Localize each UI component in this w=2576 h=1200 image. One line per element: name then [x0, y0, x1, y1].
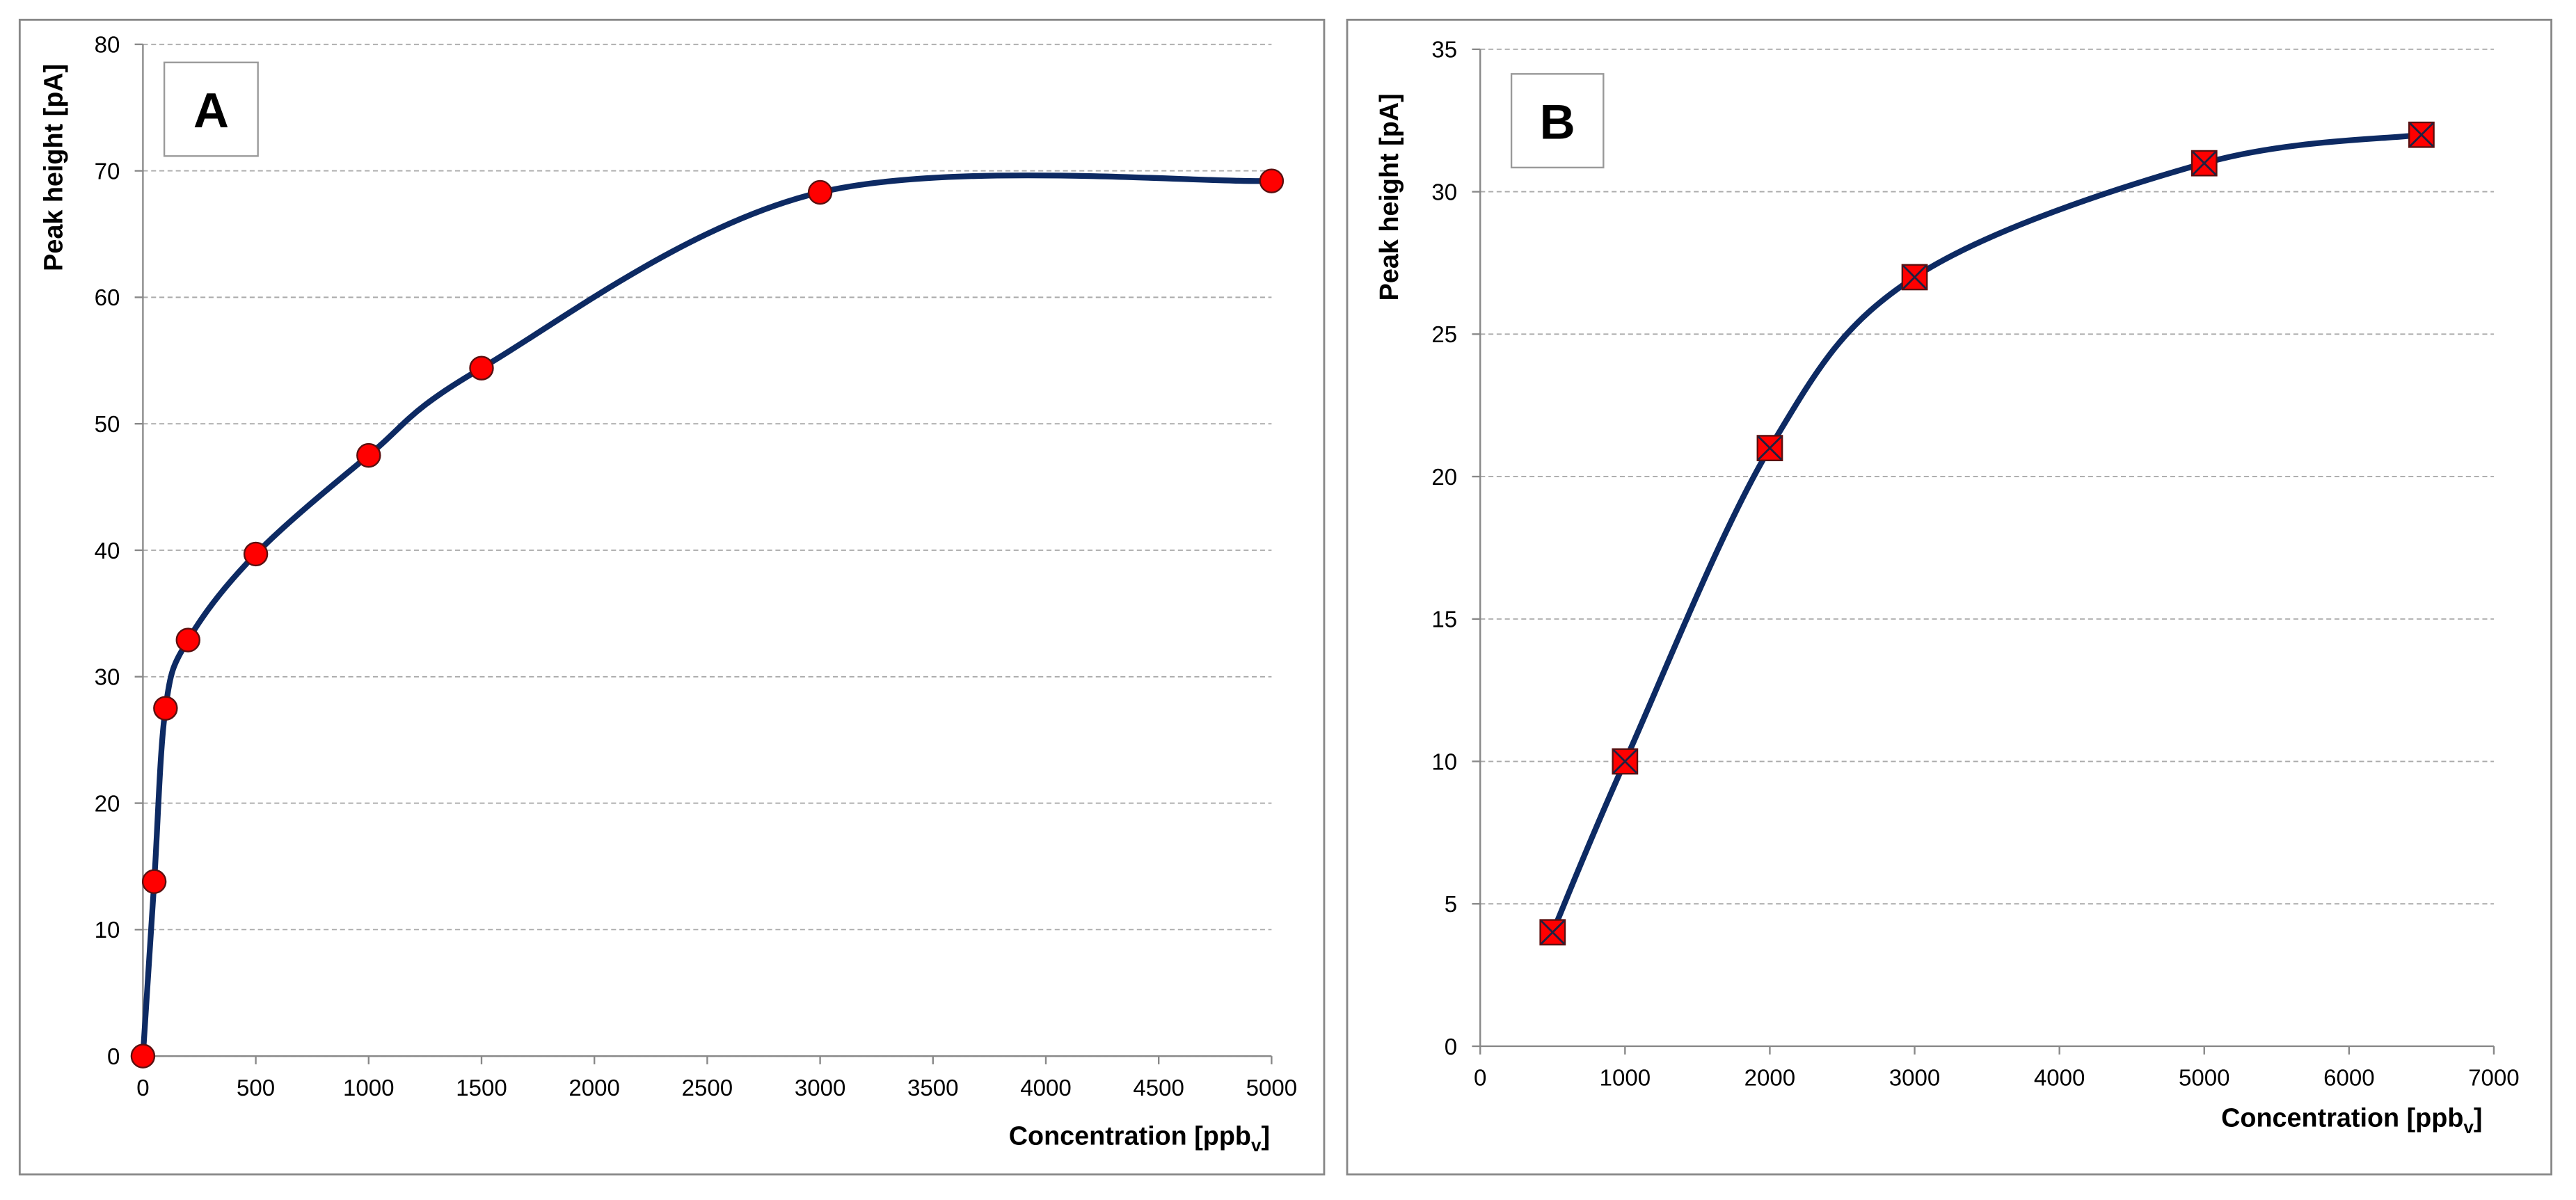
x-tick-label: 0	[136, 1075, 149, 1101]
panel-label-box	[1510, 73, 1605, 169]
data-point	[2191, 150, 2218, 177]
x-axis-label: Concentration [ppbv]	[2221, 1104, 2482, 1137]
data-point-cross	[1757, 435, 1782, 461]
panel-label-box	[163, 61, 259, 157]
data-point-cross	[1540, 920, 1565, 945]
x-axis-label-part: v	[1251, 1135, 1262, 1155]
data-point-cross	[1612, 749, 1637, 774]
x-tick-label: 3000	[1889, 1066, 1941, 1091]
x-tick-label: 4000	[2034, 1066, 2085, 1091]
data-line	[1550, 131, 2422, 934]
x-tick-label: 3000	[795, 1075, 846, 1101]
y-tick-label: 35	[1431, 38, 1457, 63]
y-tick-label: 80	[95, 33, 120, 58]
y-tick-label: 30	[1431, 179, 1457, 205]
data-point	[153, 696, 178, 721]
panel-frame	[1346, 18, 2553, 1176]
data-point-cross	[1902, 264, 1927, 289]
x-tick-label: 4500	[1133, 1075, 1184, 1101]
y-tick-label: 70	[95, 159, 120, 184]
x-axis-label-part: ]	[1261, 1122, 1270, 1151]
data-point-cross	[2192, 151, 2217, 176]
panel-label: B	[1540, 95, 1575, 150]
data-point	[469, 355, 494, 381]
x-tick-label: 3500	[907, 1075, 959, 1101]
x-axis-label: Concentration [ppbv]	[1009, 1122, 1270, 1155]
data-point	[141, 869, 167, 894]
data-point	[1259, 168, 1285, 193]
x-tick-label: 6000	[2323, 1066, 2375, 1091]
data-point	[356, 442, 381, 468]
panel-label: A	[193, 83, 229, 138]
y-tick-label: 10	[1431, 749, 1457, 775]
x-tick-label: 4000	[1020, 1075, 1072, 1101]
y-tick-label: 60	[95, 285, 120, 311]
y-tick-label: 20	[1431, 465, 1457, 490]
x-tick-label: 0	[1474, 1066, 1486, 1091]
y-tick-label: 25	[1431, 322, 1457, 348]
x-tick-label: 1000	[1600, 1066, 1651, 1091]
x-axis-label-part: Concentration [ppb	[2221, 1104, 2463, 1133]
x-tick-label: 2000	[1744, 1066, 1796, 1091]
panel-frame	[18, 18, 1326, 1176]
x-tick-label: 2500	[682, 1075, 733, 1101]
data-point	[175, 627, 200, 653]
y-tick-label: 50	[95, 412, 120, 438]
data-point	[1901, 264, 1928, 291]
data-point	[1539, 919, 1566, 946]
data-point	[1612, 748, 1639, 775]
data-point	[243, 541, 269, 567]
x-tick-label: 7000	[2468, 1066, 2520, 1091]
x-tick-label: 2000	[569, 1075, 620, 1101]
y-axis-label: Peak height [pA]	[40, 64, 69, 271]
data-point	[2408, 121, 2435, 148]
y-tick-label: 20	[95, 791, 120, 817]
y-axis-label: Peak height [pA]	[1375, 93, 1404, 301]
x-tick-label: 1500	[456, 1075, 507, 1101]
data-point	[807, 179, 833, 205]
y-tick-label: 30	[95, 665, 120, 691]
data-point	[1756, 435, 1783, 461]
y-tick-label: 40	[95, 538, 120, 564]
x-tick-label: 5000	[2179, 1066, 2230, 1091]
x-tick-label: 5000	[1246, 1075, 1298, 1101]
y-tick-label: 5	[1445, 892, 1457, 918]
data-line	[140, 172, 1272, 1057]
data-point	[130, 1043, 156, 1069]
y-tick-label: 0	[107, 1044, 120, 1070]
x-axis-label-part: ]	[2474, 1104, 2483, 1133]
x-axis-label-part: Concentration [ppb	[1009, 1122, 1251, 1151]
x-tick-label: 500	[237, 1075, 275, 1101]
x-tick-label: 1000	[343, 1075, 395, 1101]
data-point-cross	[2409, 122, 2434, 147]
y-tick-label: 0	[1445, 1034, 1457, 1060]
y-tick-label: 10	[95, 918, 120, 943]
x-axis-label-part: v	[2463, 1117, 2474, 1137]
y-tick-label: 15	[1431, 607, 1457, 633]
